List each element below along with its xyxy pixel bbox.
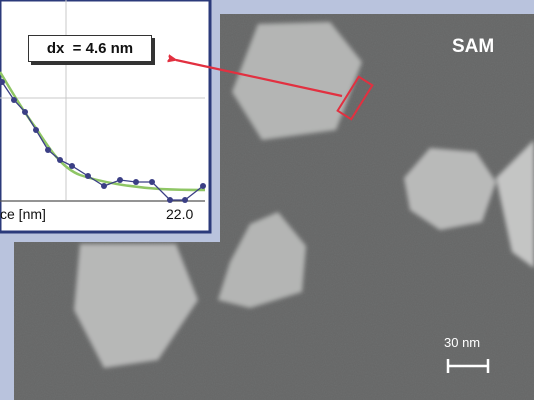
data-point bbox=[33, 127, 39, 133]
data-point bbox=[22, 109, 28, 115]
data-point bbox=[133, 179, 139, 185]
plot-x-tick-end: 22.0 bbox=[166, 206, 194, 222]
measurement-callout: dx = 4.6 nm bbox=[28, 35, 152, 62]
data-points bbox=[0, 79, 206, 203]
measurement-arrow bbox=[176, 60, 343, 98]
data-point bbox=[101, 183, 107, 189]
data-point bbox=[69, 163, 75, 169]
data-point bbox=[200, 183, 206, 189]
data-point bbox=[167, 197, 173, 203]
data-point bbox=[117, 177, 123, 183]
particle-right-middle bbox=[404, 148, 496, 230]
particle-hexagon-bottom bbox=[74, 244, 198, 368]
data-point bbox=[0, 79, 5, 85]
measurement-region-box bbox=[336, 75, 374, 121]
data-point bbox=[149, 179, 155, 185]
top-border-strip bbox=[224, 0, 534, 12]
data-point bbox=[85, 173, 91, 179]
particle-right-edge bbox=[496, 140, 534, 268]
data-point bbox=[11, 97, 17, 103]
particle-triangle-middle bbox=[218, 212, 306, 308]
data-point bbox=[182, 197, 188, 203]
data-point bbox=[57, 157, 63, 163]
image-label: SAM bbox=[452, 36, 495, 57]
data-point bbox=[45, 147, 51, 153]
particle-hexagon-top bbox=[232, 22, 362, 140]
scale-bar-label: 30 nm bbox=[444, 335, 481, 350]
plot-x-axis-label: ce [nm] bbox=[0, 206, 46, 222]
scale-bar bbox=[446, 359, 490, 373]
